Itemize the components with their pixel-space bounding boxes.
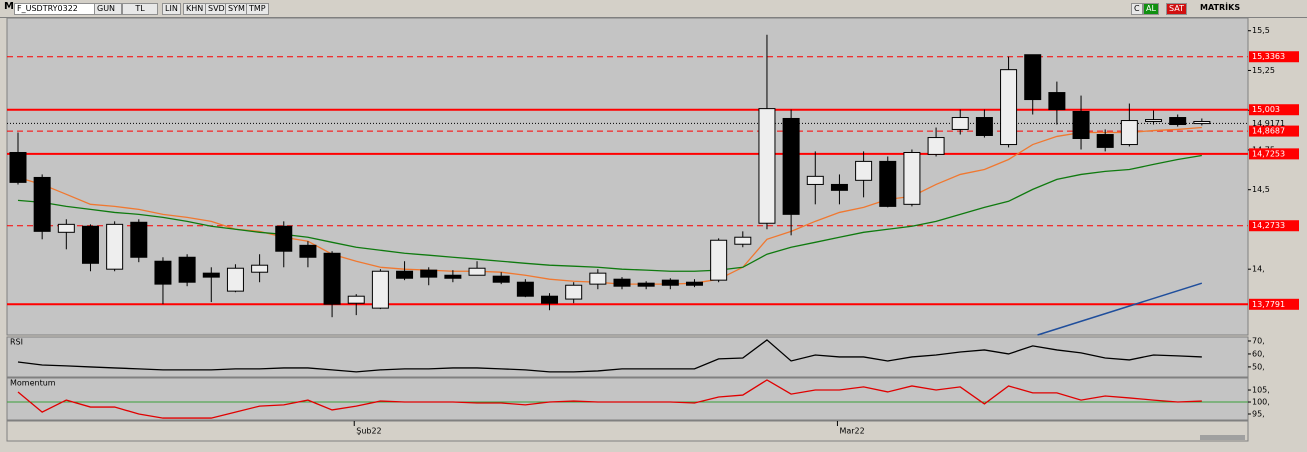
- candle-body: [1193, 120, 1211, 125]
- sell-button[interactable]: SAT: [1166, 3, 1187, 15]
- indicator-line: [17, 339, 1202, 373]
- candle-body: [1169, 117, 1187, 126]
- candle-body: [1024, 54, 1042, 101]
- candle-body: [178, 256, 196, 283]
- tool-button[interactable]: TMP: [246, 3, 269, 15]
- rsi-panel: [6, 336, 1249, 378]
- candle-body: [251, 264, 269, 273]
- candle-body: [1048, 92, 1066, 111]
- y-tick-label: 14,: [1252, 265, 1265, 274]
- candle-body: [1120, 120, 1138, 146]
- y-tick-label: 14,5: [1252, 185, 1270, 194]
- level-label: 14,7253: [1252, 149, 1285, 158]
- level-label-box: [1249, 220, 1299, 232]
- indicator-line: [17, 126, 1202, 285]
- candle-body: [758, 108, 776, 224]
- candle-body: [903, 151, 921, 205]
- toolbar: M F_USDTRY0322 GUN TL LIN KHN SVD SYM TM…: [0, 0, 1307, 18]
- y-tick-label: 15,5: [1252, 26, 1270, 35]
- candle-body: [444, 274, 462, 279]
- candle-body: [927, 137, 945, 155]
- candle-body: [1072, 110, 1090, 140]
- candle-body: [855, 160, 873, 181]
- candle-body: [1096, 134, 1114, 148]
- candle-body: [565, 284, 583, 300]
- y-tick-label: 70,: [1252, 336, 1265, 345]
- y-tick-label: 100,: [1252, 398, 1270, 407]
- level-label: 15,3363: [1252, 52, 1285, 61]
- trend-line: [1037, 282, 1203, 336]
- candle-body: [637, 282, 655, 287]
- level-label: 15,003: [1252, 105, 1280, 114]
- candle-body: [106, 223, 124, 270]
- candle-body: [33, 176, 51, 232]
- x-tick-label: Şub22: [356, 427, 381, 436]
- panel-title: RSI: [10, 338, 23, 347]
- x-tick-label: Mar22: [839, 427, 864, 436]
- scrollbar[interactable]: [1200, 435, 1245, 440]
- candle-body: [154, 260, 172, 285]
- candle-body: [57, 223, 75, 233]
- candle-body: [951, 117, 969, 130]
- period-box[interactable]: GUN: [94, 3, 122, 15]
- y-tick-label: 60,: [1252, 349, 1265, 358]
- candle-body: [1145, 119, 1163, 122]
- candle-body: [516, 281, 534, 297]
- candle-body: [879, 160, 897, 207]
- candle-body: [468, 267, 486, 276]
- candle-body: [806, 175, 824, 185]
- tool-button[interactable]: C: [1131, 3, 1143, 15]
- candle-body: [9, 151, 27, 183]
- buy-button[interactable]: AL: [1143, 3, 1159, 15]
- y-tick-label: 95,: [1252, 410, 1265, 419]
- candle-body: [492, 275, 510, 283]
- y-tick-label: 50,: [1252, 362, 1265, 371]
- candle-body: [613, 278, 631, 287]
- candle-body: [830, 183, 848, 191]
- indicator-line: [17, 379, 1202, 419]
- candle-body: [541, 295, 559, 304]
- candle-body: [275, 225, 293, 252]
- panel-title: Momentum: [10, 379, 56, 388]
- candle-body: [734, 236, 752, 245]
- momentum-panel: [6, 377, 1249, 421]
- indicator-line: [17, 154, 1202, 272]
- candle-body: [202, 272, 220, 278]
- candle-body: [975, 117, 993, 136]
- candle-body: [661, 279, 679, 286]
- level-label-box: [1249, 125, 1299, 137]
- level-label: 14,2733: [1252, 221, 1285, 230]
- candle-body: [347, 295, 365, 304]
- candle-body: [710, 239, 728, 281]
- currency-box[interactable]: TL: [122, 3, 158, 15]
- current-price-label: 14,9171: [1252, 119, 1285, 128]
- candle-body: [323, 252, 341, 305]
- level-label-box: [1249, 148, 1299, 160]
- level-label-box: [1249, 51, 1299, 63]
- logo: M: [4, 1, 14, 12]
- level-label-box: [1249, 104, 1299, 116]
- level-label-box: [1249, 298, 1299, 310]
- y-tick-label: 15,25: [1252, 66, 1275, 75]
- candle-body: [81, 225, 99, 264]
- y-tick-label: 105,: [1252, 386, 1270, 395]
- candle-body: [589, 272, 607, 285]
- candle-body: [420, 269, 438, 278]
- candle-body: [685, 281, 703, 286]
- time-axis: [6, 420, 1249, 442]
- candle-body: [226, 267, 244, 292]
- level-label: 13,7791: [1252, 300, 1285, 309]
- candle-body: [782, 117, 800, 215]
- candle-body: [371, 270, 389, 309]
- brand: MATRİKS: [1200, 3, 1241, 12]
- level-label: 14,8687: [1252, 127, 1285, 136]
- candle-body: [299, 244, 317, 258]
- candle-body: [1000, 69, 1018, 146]
- candle-body: [396, 270, 414, 279]
- candle-body: [130, 221, 148, 258]
- main-panel: [6, 17, 1249, 336]
- tool-button[interactable]: LIN: [162, 3, 181, 15]
